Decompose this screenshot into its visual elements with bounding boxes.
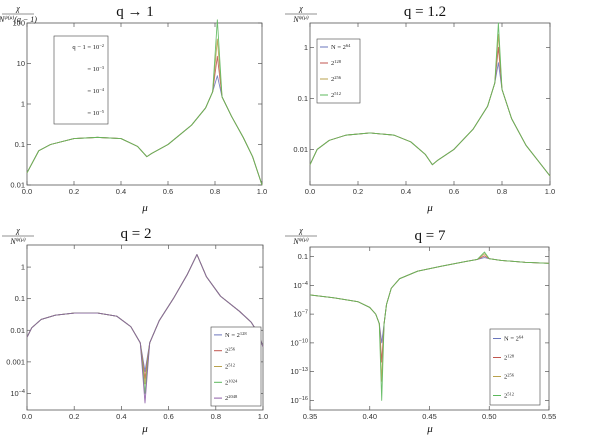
y-tick-label: 10−7 [293, 310, 308, 319]
legend-label-4: 2512 [504, 391, 514, 400]
chart-panel-2: 0.0 0.2 0.4 0.6 0.8 1.0 0.01 0.1 1 q = 1.2 χNψ(μ) μ… [285, 4, 555, 214]
chart-title: q = 1.2 [404, 4, 446, 20]
x-tick-label: 0.4 [116, 412, 126, 421]
y-tick-label: 10−4 [10, 389, 25, 398]
y-axis-label-denominator: Nψ(μ)(q − 1) [0, 14, 37, 24]
y-tick-label: 0.1 [15, 140, 25, 149]
y-axis-label-numerator: χ [298, 226, 303, 235]
x-tick-label: 0.40 [362, 412, 377, 421]
y-tick-label: 1 [21, 263, 25, 272]
x-tick-label: 0.2 [69, 187, 79, 196]
y-tick-label: 10 [17, 59, 25, 68]
legend-label-1: N = 264 [504, 334, 524, 343]
legend-box [53, 35, 109, 125]
series-line-4 [26, 19, 263, 186]
x-tick-label: 0.0 [22, 412, 32, 421]
chart-panel-3: 0.0 0.2 0.4 0.6 0.8 1.0 10−4 0.001 0.01 0.1 1 q = 2… [2, 226, 268, 435]
legend-label-2: 2128 [331, 59, 342, 68]
y-axis-label-denominator: Nψ(μ) [292, 14, 308, 24]
legend-label-3: 2256 [331, 75, 342, 84]
legend-label-3: 2256 [504, 372, 515, 381]
legend-label-2: 2256 [225, 346, 236, 355]
y-axis-label-numerator: χ [15, 4, 20, 13]
x-tick-label: 0.55 [542, 412, 557, 421]
x-axis-label: μ [141, 202, 148, 214]
y-tick-label: 0.01 [10, 326, 25, 335]
x-tick-label: 0.4 [401, 187, 411, 196]
x-tick-label: 0.2 [353, 187, 363, 196]
x-tick-label: 0.45 [422, 412, 437, 421]
x-tick-label: 0.8 [210, 187, 220, 196]
chart-panel-4: 0.35 0.40 0.45 0.50 0.55 10−16 10−13 10−10 10−7 1… [285, 226, 556, 435]
x-axis-label: μ [426, 423, 433, 435]
y-tick-label: 10−10 [290, 338, 308, 347]
y-axis-label-numerator: χ [298, 4, 303, 13]
y-tick-label: 1 [21, 100, 25, 109]
legend-label-2: 2128 [504, 353, 515, 362]
legend-label-4: = 10−5 [87, 109, 104, 118]
legend-label-4: 21024 [225, 378, 238, 387]
x-tick-label: 0.0 [22, 187, 32, 196]
legend-label-5: 22048 [225, 394, 238, 403]
chart-title: q → 1 [116, 4, 154, 20]
x-tick-label: 0.0 [305, 187, 315, 196]
y-axis-label-denominator: Nψ(μ) [9, 236, 25, 246]
x-tick-label: 0.2 [69, 412, 79, 421]
legend-label-3: 2512 [225, 362, 235, 371]
y-tick-label: 100 [12, 19, 25, 28]
series-line-5 [26, 254, 264, 404]
chart-panel-1: 0.0 0.2 0.4 0.6 0.8 1.0 0.01 0.1 1 10 100 q → 1 χNψ(… [0, 4, 267, 214]
legend-label-1: N = 264 [331, 43, 351, 52]
y-tick-label: 0.001 [6, 357, 25, 366]
legend-label-1: q − 1 = 10−2 [72, 43, 104, 52]
series-line-4 [309, 251, 550, 401]
x-tick-label: 0.6 [163, 412, 173, 421]
series-line-4 [309, 22, 551, 177]
y-tick-label: 1 [304, 43, 308, 52]
y-axis-label-denominator: Nψ(μ) [292, 236, 308, 246]
plot-frame [309, 22, 551, 186]
x-tick-label: 0.4 [116, 187, 126, 196]
y-tick-label: 10−4 [293, 281, 308, 290]
y-tick-label: 0.01 [293, 145, 308, 154]
legend-label-2: = 10−3 [87, 65, 104, 74]
legend-label-1: N = 2128 [225, 330, 247, 339]
y-tick-label: 0.1 [15, 294, 25, 303]
x-axis-label: μ [426, 202, 433, 214]
y-tick-label: 10−13 [290, 367, 308, 376]
legend-box [316, 38, 361, 104]
x-tick-label: 0.6 [163, 187, 173, 196]
x-tick-label: 0.8 [497, 187, 507, 196]
x-tick-label: 1.0 [258, 412, 268, 421]
x-tick-label: 0.8 [211, 412, 221, 421]
y-tick-label: 0.01 [10, 181, 25, 190]
x-tick-label: 1.0 [257, 187, 267, 196]
legend-label-4: 2512 [331, 91, 341, 100]
x-axis-label: μ [141, 423, 148, 435]
legend-box [489, 328, 541, 406]
plot-frame [26, 244, 264, 411]
legend-label-3: = 10−4 [87, 87, 104, 96]
chart-title: q = 7 [415, 228, 446, 244]
x-tick-label: 0.50 [482, 412, 497, 421]
x-tick-label: 0.35 [303, 412, 318, 421]
y-axis-label-numerator: χ [15, 226, 20, 235]
x-tick-label: 1.0 [545, 187, 555, 196]
chart-title: q = 2 [121, 226, 152, 242]
y-tick-label: 0.1 [298, 94, 308, 103]
x-tick-label: 0.6 [449, 187, 459, 196]
y-tick-label: 10−16 [290, 396, 308, 405]
y-tick-label: 0.1 [298, 252, 308, 261]
